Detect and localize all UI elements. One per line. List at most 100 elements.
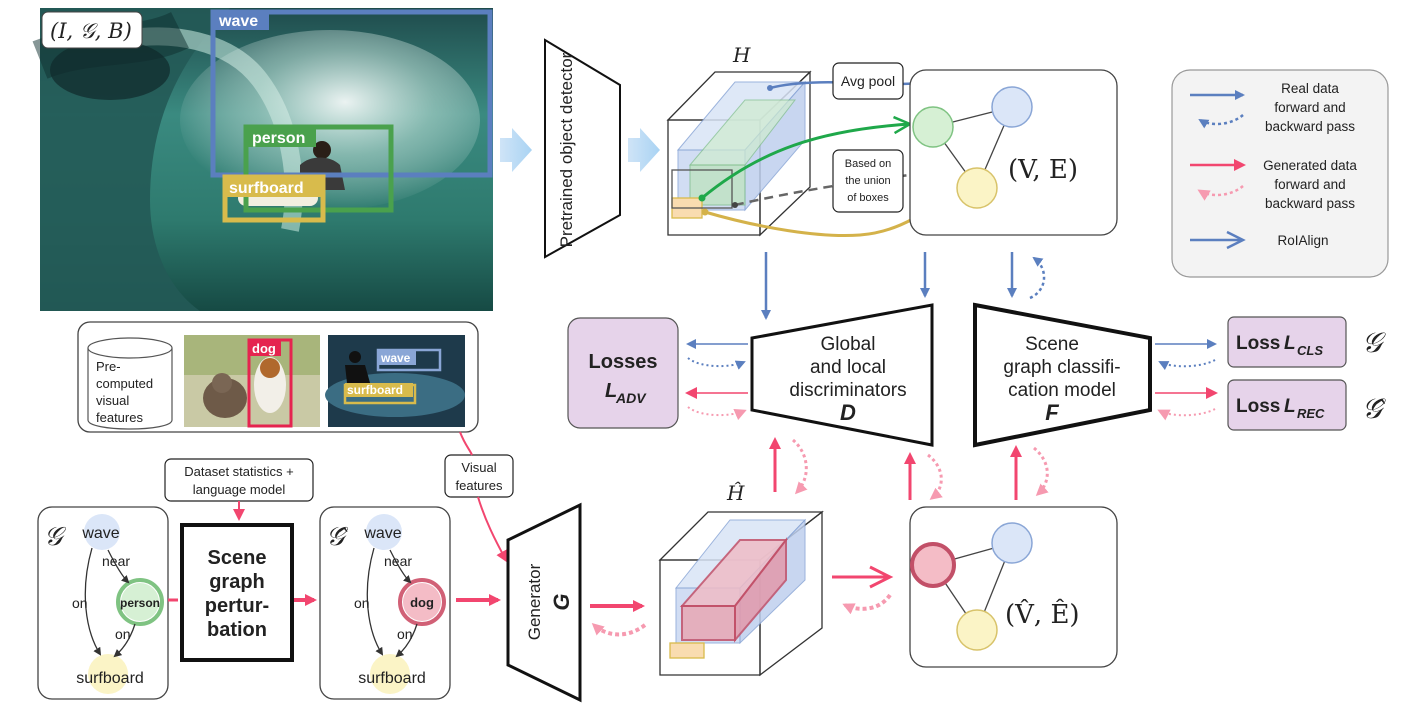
person-box-label: person [252,130,305,147]
losses-adv-subscript: ADV [615,390,647,406]
scene-graph-perturbed: 𝒢̂ wave dog surfboard near on on [319,506,451,700]
graph-left-surfboard: surfboard [76,670,144,687]
union-note-line1: Based on [845,158,891,170]
loss-cls-L: L [1284,333,1296,354]
generator-block: Generator G [506,502,582,703]
union-note-line2: the union [845,175,890,187]
loss-cls-box: Loss L CLS [1227,316,1347,368]
legend: Real data forward and backward pass Gene… [1171,69,1389,278]
losses-adv-L: L [605,380,617,402]
graph-pert-dog: dog [410,595,434,610]
detector-label: Pretrained object detector [557,52,576,247]
losses-adv-title: Losses [589,351,658,373]
wave-box-label-2: wave [380,351,411,365]
person-bbox [243,124,394,213]
union-note-box [832,149,904,213]
classifier-line3: cation model [1008,380,1116,401]
legend-generated-line3: backward pass [1265,196,1355,211]
photo-label: (I, 𝒢, B) [50,19,132,43]
graph-left-symbol: 𝒢 [44,522,67,552]
H-label: H [732,43,751,67]
surfboard-box-label: surfboard [229,180,304,197]
perturbation-line1: Scene [208,547,267,569]
legend-real-line2: forward and [1274,100,1345,115]
loss-cls-symbol: 𝒢 [1362,326,1386,359]
pert-edge-near: near [384,553,412,569]
legend-generated-line1: Generated data [1263,158,1357,173]
losses-adv-box: Losses L ADV [567,317,679,429]
discriminator-line2: and local [810,357,886,378]
pert-edge-on-1: on [354,595,370,611]
precomputed-features-panel: Pre- computed visual features dog wave [77,321,479,433]
graph-gen-label: (V̂, Ê) [1005,598,1080,630]
wave-box-label: wave [218,13,258,30]
avg-pool-label: Avg pool [841,73,895,89]
dataset-stats-line1: Dataset statistics + [184,464,293,479]
graph-pert-symbol: 𝒢̂ [326,522,349,552]
discriminator-letter: D [840,400,856,425]
edge-near: near [102,553,130,569]
loss-rec-subscript: REC [1297,406,1325,421]
union-note-line3: of boxes [847,192,889,204]
legend-real-line1: Real data [1281,81,1339,96]
edge-on-2: on [115,626,131,642]
discriminator-line3: discriminators [789,380,906,401]
loss-rec-symbol: 𝒢̂ [1362,392,1386,425]
person-roialign-arrow [701,115,913,200]
node-wave [991,86,1033,128]
visual-features-line1: Visual [461,460,496,475]
dataset-stats-line2: language model [193,482,286,497]
visual-features-line2: features [456,478,503,493]
perturbation-line3: pertur- [205,595,269,617]
node-surfboard [956,167,998,209]
graph-generated: (V̂, Ê) [909,506,1118,668]
legend-roialign-label: RoIAlign [1277,233,1328,248]
graph-real: (V, E) [909,69,1118,236]
discriminator-line1: Global [821,334,876,355]
precomputed-line1: Pre- [96,359,121,374]
object-detector: Pretrained object detector [544,38,621,259]
wave-bbox [210,9,493,178]
legend-generated-line2: forward and [1274,177,1345,192]
detector-to-features-arrow [628,128,660,172]
loss-rec-prefix: Loss [1236,396,1280,417]
loss-rec-L: L [1284,396,1296,417]
generator-label: Generator [525,563,544,640]
perturbation-line4: bation [207,619,267,641]
gen-node-surfboard [956,609,998,651]
precomputed-line2: computed [96,376,153,391]
precomputed-line3: visual [96,393,129,408]
scene-graph-original: 𝒢 wave person surfboard near on on [37,506,169,700]
gen-node-dog [910,542,956,588]
classifier-block: Scene graph classifi- cation model F [973,302,1152,448]
graph-left-person: person [120,596,160,610]
loss-cls-subscript: CLS [1297,343,1323,358]
pert-edge-on-2: on [397,626,413,642]
graph-real-label: (V, E) [1008,155,1078,185]
edge-on-1: on [72,595,88,611]
dog-box-label: dog [252,341,276,356]
H-hat-label: Ĥ [726,481,745,505]
generator-letter: G [549,593,574,610]
feature-map-H-hat: Ĥ [658,481,824,677]
discriminator-block: Global and local discriminators D [750,303,934,447]
perturbation-block: Scene graph pertur- bation [180,523,294,662]
gen-node-wave [991,522,1033,564]
node-person [912,106,954,148]
loss-rec-box: Loss L REC [1227,379,1347,431]
database-icon [87,348,173,430]
legend-real-line3: backward pass [1265,119,1355,134]
graph-left-wave: wave [81,525,119,542]
surfer-photo-2: wave surfboard [325,335,465,427]
classifier-line2: graph classifi- [1003,357,1120,378]
avg-pool-box [832,62,904,100]
graph-pert-wave: wave [363,525,401,542]
classifier-line1: Scene [1025,334,1079,355]
photo-to-detector-arrow [500,128,532,172]
surfer-photo: wave person surfboard (I, 𝒢, B) [32,8,493,311]
surfboard-box-label-2: surfboard [347,383,403,397]
classifier-letter: F [1045,400,1059,425]
precomputed-line4: features [96,410,143,425]
feature-map-H: H [666,43,812,237]
